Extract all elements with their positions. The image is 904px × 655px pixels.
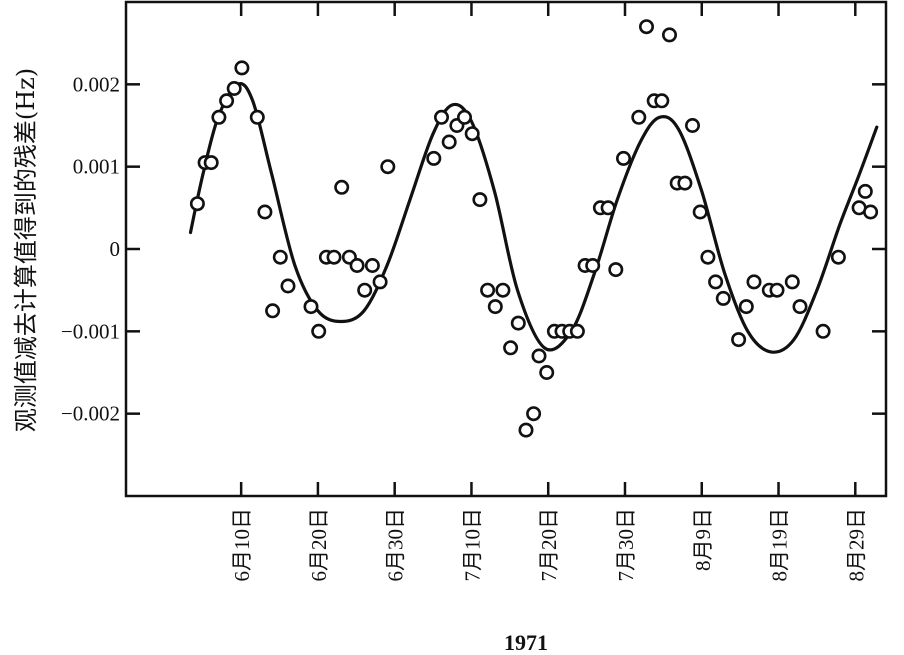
x-tick-label: 8月29日 (844, 508, 868, 582)
data-point (495, 282, 511, 298)
fitted-curve (188, 82, 879, 354)
data-point (480, 282, 496, 298)
data-point (503, 340, 519, 356)
data-point (731, 332, 747, 348)
data-point (738, 299, 754, 315)
data-point (784, 274, 800, 290)
y-tick-label: 0 (110, 237, 121, 261)
x-tick-label: 8月9日 (691, 508, 715, 571)
data-point (249, 109, 265, 125)
data-point (531, 348, 547, 364)
data-point (211, 109, 227, 125)
data-point (700, 249, 716, 265)
tick-layer: 0.002 0.001 0 −0.001 −0.002 6月10日 6月20日 6月30日 7月… (61, 2, 886, 582)
y-tick-label: 0.001 (73, 155, 120, 179)
data-point (692, 204, 708, 220)
data-point (311, 323, 327, 339)
data-point (815, 323, 831, 339)
data-point (746, 274, 762, 290)
data-point (684, 118, 700, 134)
data-point (380, 159, 396, 175)
data-point (364, 257, 380, 273)
x-axis-title: 1971 (504, 630, 548, 655)
data-point (334, 179, 350, 195)
data-point (830, 249, 846, 265)
data-point (661, 27, 677, 43)
data-point (769, 282, 785, 298)
data-point (708, 274, 724, 290)
x-tick-label: 6月30日 (384, 508, 408, 582)
data-point (510, 315, 526, 331)
data-point (638, 19, 654, 35)
y-tick-label: 0.002 (73, 72, 120, 96)
data-point (357, 282, 373, 298)
data-point (472, 192, 488, 208)
data-point (526, 406, 542, 422)
data-point (441, 134, 457, 150)
y-tick-label: −0.002 (61, 402, 120, 426)
data-point (715, 290, 731, 306)
data-point (219, 93, 235, 109)
y-tick-label: −0.001 (61, 319, 120, 343)
fitted-curve-layer (188, 82, 879, 354)
data-point (464, 126, 480, 142)
y-axis-title: 观测值减去计算值得到的残差(Hz) (12, 68, 40, 432)
data-point (677, 175, 693, 191)
data-point (257, 204, 273, 220)
data-point (426, 150, 442, 166)
data-point (234, 60, 250, 76)
data-point (326, 249, 342, 265)
x-tick-label: 7月20日 (537, 508, 561, 582)
data-point (631, 109, 647, 125)
data-point (615, 150, 631, 166)
data-point (280, 278, 296, 294)
data-point (585, 257, 601, 273)
data-point (654, 93, 670, 109)
data-point (539, 364, 555, 380)
x-tick-label: 8月19日 (768, 508, 792, 582)
data-point (569, 323, 585, 339)
x-tick-label: 6月10日 (230, 508, 254, 582)
data-point (863, 204, 879, 220)
data-point (608, 262, 624, 278)
data-point (857, 183, 873, 199)
x-tick-label: 7月30日 (614, 508, 638, 582)
data-point (433, 109, 449, 125)
data-point (272, 249, 288, 265)
data-point (792, 299, 808, 315)
data-point (600, 200, 616, 216)
data-point (487, 299, 503, 315)
data-point (349, 257, 365, 273)
data-point (303, 299, 319, 315)
scatter-points-layer (189, 19, 879, 438)
data-point (518, 422, 534, 438)
x-tick-label: 6月20日 (307, 508, 331, 582)
data-point (265, 303, 281, 319)
data-point (189, 196, 205, 212)
data-point (456, 109, 472, 125)
data-point (226, 81, 242, 97)
data-point (203, 155, 219, 171)
x-tick-label: 7月10日 (460, 508, 484, 582)
data-point (372, 274, 388, 290)
